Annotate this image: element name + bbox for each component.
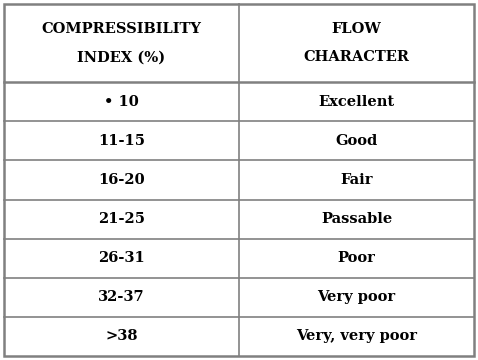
Text: 26-31: 26-31 xyxy=(98,251,145,265)
Text: INDEX (%): INDEX (%) xyxy=(77,50,165,64)
Text: Very poor: Very poor xyxy=(317,290,396,304)
Text: • 10: • 10 xyxy=(104,95,139,109)
Text: Poor: Poor xyxy=(337,251,375,265)
Text: Excellent: Excellent xyxy=(318,95,394,109)
Text: COMPRESSIBILITY: COMPRESSIBILITY xyxy=(42,22,201,36)
Text: 16-20: 16-20 xyxy=(98,173,145,187)
Text: Good: Good xyxy=(336,134,378,148)
Text: CHARACTER: CHARACTER xyxy=(304,50,410,64)
Text: 21-25: 21-25 xyxy=(98,212,145,226)
Text: Very, very poor: Very, very poor xyxy=(296,329,417,343)
Text: Passable: Passable xyxy=(321,212,392,226)
Text: 32-37: 32-37 xyxy=(98,290,145,304)
Text: >38: >38 xyxy=(105,329,138,343)
Text: FLOW: FLOW xyxy=(332,22,381,36)
Text: 11-15: 11-15 xyxy=(98,134,145,148)
Text: Fair: Fair xyxy=(340,173,373,187)
